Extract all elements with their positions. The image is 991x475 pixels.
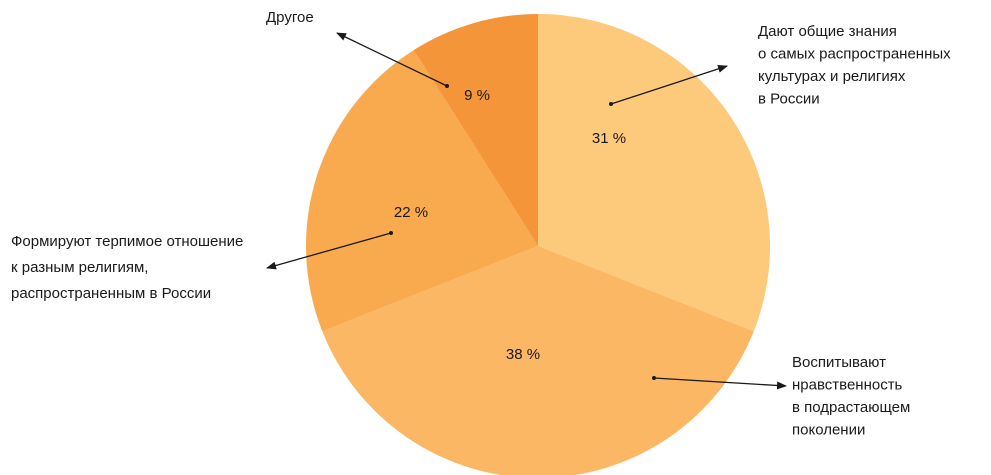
leader-arrow-1 [610, 65, 728, 105]
slice-category-label-line: Формируют терпимое отношение [11, 233, 243, 250]
slice-category-label-1: Дают общие знания о самых распространенны… [758, 23, 951, 108]
slice-category-label-line: к разным религиям, [11, 259, 148, 276]
slice-category-label-line: поколении [792, 422, 865, 439]
slice-category-label-line: в России [758, 91, 820, 108]
slice-category-label-line: Воспитывают [792, 354, 886, 371]
slice-category-label-line: Дают общие знания [758, 23, 897, 40]
slice-value-label-3: 22 % [394, 204, 428, 221]
slice-category-label-3: Формируют терпимое отношение к разным рел… [11, 233, 243, 302]
slice-value-label-2: 38 % [506, 346, 540, 363]
leader-arrow-3 [266, 232, 392, 270]
slice-category-label-line: культурах и религиях [758, 68, 906, 85]
slice-category-label-4: Другое [266, 9, 314, 26]
pie-slice-2 [322, 246, 754, 475]
pie-slice-3 [306, 50, 538, 332]
slice-value-label-1: 31 % [592, 130, 626, 147]
pie-slice-1 [538, 14, 770, 332]
leader-arrow-4 [336, 32, 448, 87]
leader-dot-4 [445, 84, 449, 88]
slice-category-label-2: Воспитывают нравственность в подрастающем п… [792, 354, 910, 439]
leader-dot-1 [609, 102, 613, 106]
slice-category-label-line: Другое [266, 9, 314, 26]
slice-value-label-4: 9 % [464, 87, 490, 104]
leader-dot-3 [389, 231, 393, 235]
slice-category-label-line: распространенным в России [11, 285, 211, 302]
slice-category-label-line: в подрастающем [792, 399, 910, 416]
pie-slice-4 [413, 14, 538, 246]
slice-category-label-line: нравственность [792, 377, 903, 394]
slice-category-label-line: о самых распространенных [758, 46, 951, 63]
leader-arrow-2 [653, 377, 787, 390]
leader-dot-2 [652, 376, 656, 380]
